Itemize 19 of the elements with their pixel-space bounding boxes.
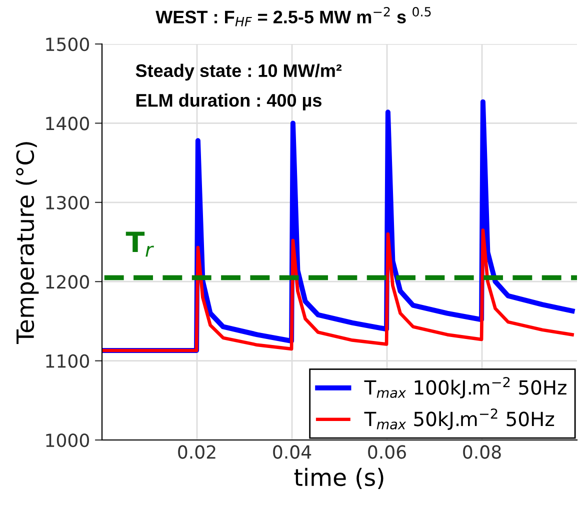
y-tick-label: 1000 [46,433,89,448]
y-tick-label: 1100 [46,354,89,368]
y-tick-label: 1300 [46,196,89,210]
chart-title: WEST : F$_{HF}$ = 2.5-5 MW m$^{−2}$ s $^{0.5}$ [156,6,431,26]
legend-label: T$_{max}$ 50kJ.m$^{−2}$ 50Hz [364,408,554,430]
x-tick-label: 0.06 [368,445,406,459]
ref-line-label: T$_{r}$ [126,232,154,257]
line-series [102,228,574,352]
x-axis-title: time (s) [294,468,384,489]
legend-label: T$_{max}$ 100kJ.m$^{−2}$ 50Hz [364,377,566,398]
annotation: Steady state : 10 MW/m² [136,64,342,81]
x-tick-label: 0.02 [178,445,216,459]
y-axis-title: Temperature (°C) [16,142,39,344]
x-tick-label: 0.08 [463,445,501,459]
y-tick-label: 1200 [46,275,89,289]
x-tick-label: 0.04 [273,445,312,459]
annotation: ELM duration : 400 µs [136,94,322,110]
y-tick-label: 1500 [46,37,89,52]
y-tick-label: 1400 [46,116,89,130]
